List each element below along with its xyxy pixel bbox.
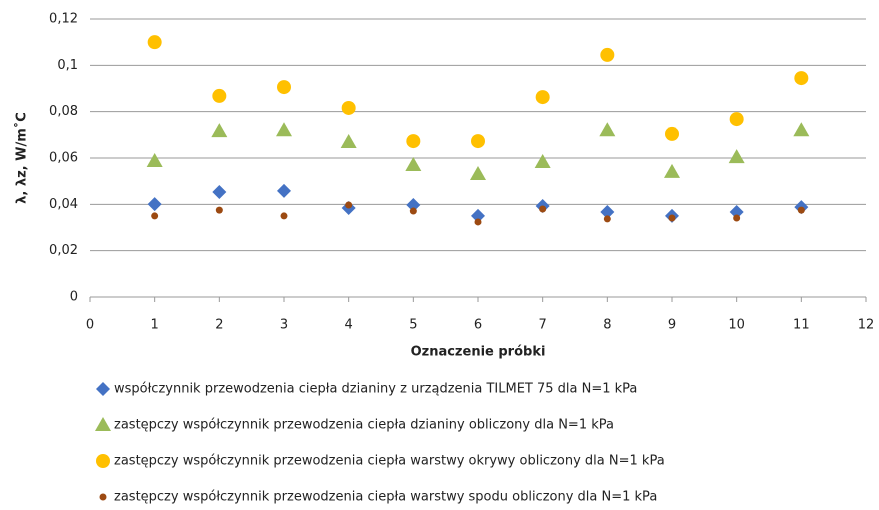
data-point bbox=[535, 90, 550, 105]
x-tick-label: 6 bbox=[474, 318, 482, 333]
legend-label: zastępczy współczynnik przewodzenia ciep… bbox=[114, 418, 614, 433]
data-point bbox=[794, 71, 809, 86]
data-point bbox=[603, 215, 611, 223]
legend-label: zastępczy współczynnik przewodzenia ciep… bbox=[114, 454, 665, 469]
x-tick-label: 7 bbox=[539, 318, 547, 333]
y-tick-label: 0 bbox=[70, 290, 78, 305]
y-axis-label: λ, λz, W/m˚C bbox=[14, 112, 30, 204]
data-point bbox=[733, 214, 741, 222]
legend-marker bbox=[99, 493, 107, 501]
data-point bbox=[668, 214, 676, 222]
y-tick-label: 0,1 bbox=[57, 58, 78, 73]
legend-marker bbox=[96, 382, 110, 396]
x-axis-label: Oznaczenie próbki bbox=[411, 345, 546, 360]
x-tick-label: 11 bbox=[793, 318, 810, 333]
data-point bbox=[471, 134, 485, 149]
data-point bbox=[728, 149, 745, 164]
y-tick-label: 0,08 bbox=[49, 104, 78, 119]
data-point bbox=[147, 197, 162, 212]
data-point bbox=[341, 100, 356, 115]
data-point bbox=[146, 153, 163, 168]
legend-label: zastępczy współczynnik przewodzenia ciep… bbox=[114, 490, 657, 505]
data-point bbox=[534, 153, 551, 168]
y-tick-label: 0,04 bbox=[49, 197, 78, 212]
legend-marker bbox=[96, 454, 110, 468]
data-point bbox=[277, 183, 291, 198]
y-tick-label: 0,02 bbox=[49, 243, 78, 258]
data-point bbox=[729, 112, 744, 127]
data-point bbox=[664, 163, 680, 178]
data-point bbox=[151, 212, 159, 220]
data-point bbox=[665, 126, 679, 141]
data-point bbox=[211, 123, 228, 138]
data-point bbox=[470, 165, 486, 180]
y-tick-label: 0,06 bbox=[49, 151, 78, 166]
x-tick-label: 10 bbox=[728, 318, 745, 333]
data-point bbox=[600, 47, 615, 62]
data-point bbox=[539, 205, 547, 213]
data-point bbox=[215, 206, 223, 214]
data-point bbox=[280, 212, 288, 220]
data-point bbox=[409, 207, 417, 215]
data-point bbox=[474, 218, 482, 226]
x-tick-label: 12 bbox=[858, 318, 875, 333]
data-point bbox=[147, 35, 162, 50]
data-point bbox=[600, 204, 615, 219]
x-tick-label: 2 bbox=[215, 318, 223, 333]
data-point bbox=[471, 208, 485, 223]
y-tick-label: 0,12 bbox=[49, 12, 78, 27]
data-point bbox=[793, 122, 810, 137]
data-point bbox=[212, 88, 227, 103]
x-tick-label: 5 bbox=[409, 318, 417, 333]
data-point bbox=[277, 80, 291, 95]
x-tick-label: 3 bbox=[280, 318, 288, 333]
data-point bbox=[729, 204, 744, 219]
x-tick-label: 0 bbox=[86, 318, 94, 333]
x-tick-label: 9 bbox=[668, 318, 676, 333]
data-point bbox=[276, 122, 292, 137]
x-tick-label: 8 bbox=[603, 318, 611, 333]
data-point bbox=[406, 134, 421, 149]
x-tick-label: 1 bbox=[151, 318, 159, 333]
data-point bbox=[797, 206, 805, 214]
data-point bbox=[345, 201, 353, 209]
data-point bbox=[405, 156, 422, 171]
data-point bbox=[599, 122, 616, 137]
data-point bbox=[212, 185, 227, 200]
data-point bbox=[406, 198, 421, 213]
x-tick-label: 4 bbox=[345, 318, 353, 333]
data-point bbox=[340, 134, 357, 149]
legend-label: współczynnik przewodzenia ciepła dzianin… bbox=[114, 382, 637, 397]
legend-marker bbox=[95, 417, 111, 431]
